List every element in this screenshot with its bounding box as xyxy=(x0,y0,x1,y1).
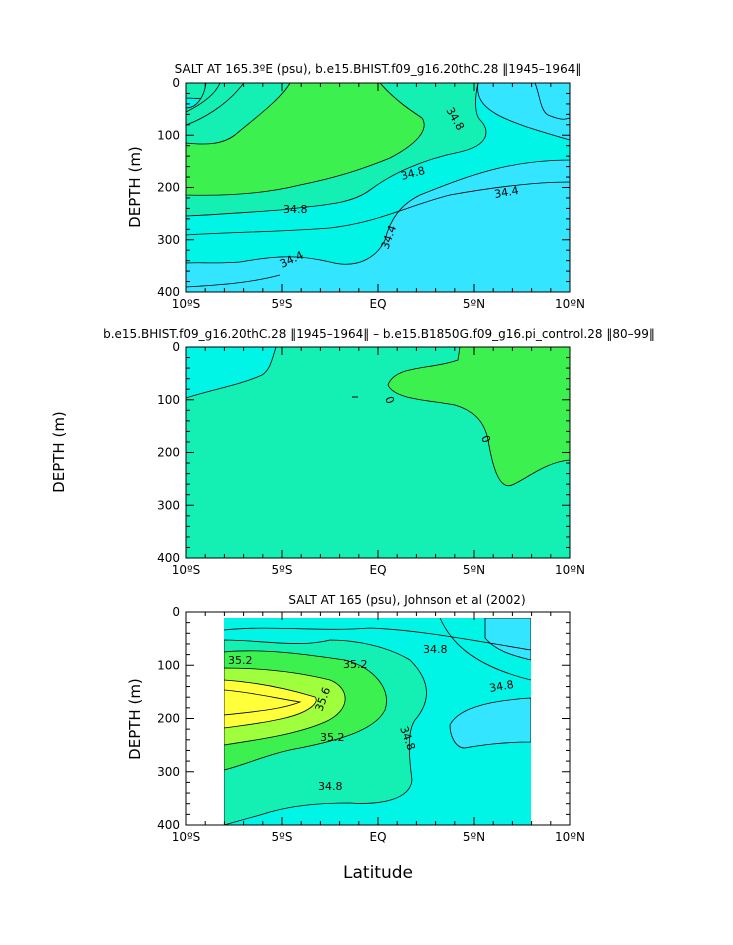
panel-3-contour-label: 34.8 xyxy=(488,678,514,695)
panel-2-contour-label: 0 xyxy=(382,395,397,406)
x-tick-label: 10ºS xyxy=(172,830,201,844)
y-tick-label: 300 xyxy=(157,765,180,779)
x-tick-label: 5ºS xyxy=(272,563,293,577)
panel-3-contour-label: 34.8 xyxy=(318,780,343,793)
y-tick-label: 300 xyxy=(157,498,180,512)
x-tick-label: 5ºN xyxy=(463,563,485,577)
panel-2-contour-labels: 0 0 xyxy=(382,395,493,445)
y-tick-label: 400 xyxy=(157,818,180,832)
y-tick-label: 100 xyxy=(157,128,180,142)
panel-1-region-green xyxy=(186,83,425,196)
panel-3-contour-label: 35.2 xyxy=(320,731,345,744)
x-tick-label: 10ºS xyxy=(172,563,201,577)
x-tick-label: 10ºN xyxy=(555,830,585,844)
panel-3-region-cyan-lower xyxy=(449,697,531,749)
panel-3-y-axis-label: DEPTH (m) xyxy=(126,678,144,760)
x-tick-label: 10ºN xyxy=(555,297,585,311)
panel-3-region-cyan-upper xyxy=(484,618,531,661)
y-tick-label: 200 xyxy=(157,446,180,460)
panel-3-contour-label: 34.8 xyxy=(423,643,448,656)
panel-1-contour-label: 34.4 xyxy=(493,184,519,201)
panel-2-title: b.e15.BHIST.f09_g16.20thC.28 ‖1945–1964‖… xyxy=(103,327,655,341)
panel-2-region-green xyxy=(387,347,570,487)
panel-3-contour-label: 35.2 xyxy=(343,658,368,671)
y-tick-label: 100 xyxy=(157,393,180,407)
panel-1-title: SALT AT 165.3ºE (psu), b.e15.BHIST.f09_g… xyxy=(175,62,582,76)
panel-3-plot-area xyxy=(224,618,531,825)
panel-1-plot-area xyxy=(186,83,570,292)
x-tick-label: 5ºN xyxy=(463,830,485,844)
x-tick-label: 5ºS xyxy=(272,297,293,311)
panel-1-axes: 10ºS 5ºS EQ 5ºN 10ºN 0 100 200 300 400 xyxy=(157,76,585,311)
x-tick-label: EQ xyxy=(369,297,386,311)
y-tick-label: 100 xyxy=(157,658,180,672)
panel-2-region-cyan xyxy=(186,347,277,399)
panel-1-contour-3 xyxy=(534,83,570,120)
x-tick-label: 10ºN xyxy=(555,563,585,577)
panel-1-contour-5 xyxy=(186,274,281,288)
panel-2-y-axis-label: DEPTH (m) xyxy=(50,411,68,493)
panel-2-axes: 10ºS 5ºS EQ 5ºN 10ºN 0 100 200 300 400 xyxy=(157,340,585,577)
panel-3-contour-right xyxy=(439,618,531,681)
x-tick-label: 10ºS xyxy=(172,297,201,311)
x-axis-label: Latitude xyxy=(343,863,413,883)
panel-1: SALT AT 165.3ºE (psu), b.e15.BHIST.f09_g… xyxy=(126,62,585,311)
y-tick-label: 0 xyxy=(172,605,180,619)
panel-3-contour-label: 35.2 xyxy=(228,654,253,667)
panel-3-contour-labels: 35.2 35.2 35.6 35.2 34.8 34.8 34.8 34.8 xyxy=(228,643,515,793)
y-tick-label: 200 xyxy=(157,181,180,195)
x-tick-label: EQ xyxy=(369,830,386,844)
panel-2-plot-area xyxy=(186,347,570,558)
y-tick-label: 400 xyxy=(157,551,180,565)
panel-1-y-axis-label: DEPTH (m) xyxy=(126,146,144,228)
x-tick-label: 5ºN xyxy=(463,297,485,311)
y-tick-label: 0 xyxy=(172,76,180,90)
panel-1-contour-label: 34.8 xyxy=(283,203,308,216)
y-tick-label: 400 xyxy=(157,285,180,299)
panel-3-title: SALT AT 165 (psu), Johnson et al (2002) xyxy=(288,593,525,607)
panel-2-contour-label: 0 xyxy=(478,434,493,445)
panel-3-region-yellow xyxy=(224,679,317,729)
panel-1-contour-2 xyxy=(186,83,221,113)
panel-1-contour-label: 34.8 xyxy=(399,164,426,183)
x-tick-label: EQ xyxy=(369,563,386,577)
panel-3: SALT AT 165 (psu), Johnson et al (2002) … xyxy=(126,593,585,883)
panel-3-contour-top xyxy=(224,627,531,651)
panel-3-axes: 10ºS 5ºS EQ 5ºN 10ºN 0 100 200 300 400 xyxy=(157,605,585,844)
y-tick-label: 0 xyxy=(172,340,180,354)
panel-1-contour-1 xyxy=(186,83,245,126)
y-tick-label: 200 xyxy=(157,712,180,726)
x-tick-label: 5ºS xyxy=(272,830,293,844)
panel-1-contour-4 xyxy=(186,181,570,236)
y-tick-label: 300 xyxy=(157,233,180,247)
panel-3-contour-inner xyxy=(224,689,302,716)
panel-2: b.e15.BHIST.f09_g16.20thC.28 ‖1945–1964‖… xyxy=(50,327,655,577)
